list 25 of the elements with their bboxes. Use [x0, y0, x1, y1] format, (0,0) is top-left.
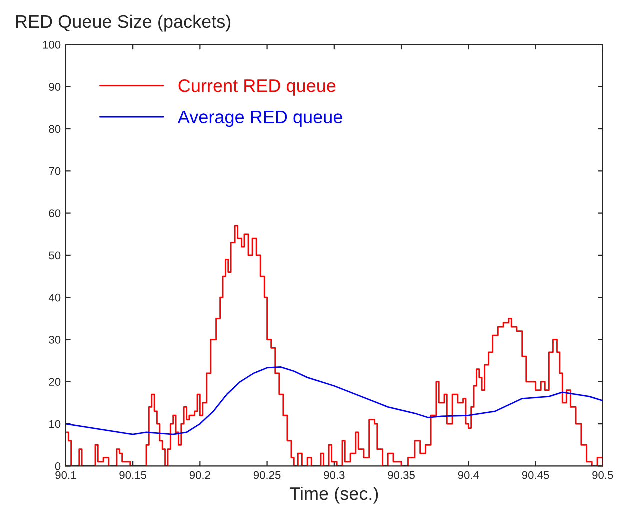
legend-label: Current RED queue: [178, 80, 336, 96]
x-tick-label: 90.35: [388, 471, 415, 480]
y-tick-label: 90: [49, 83, 61, 91]
x-tick-label: 90.25: [254, 471, 281, 480]
x-tick-label: 90.3: [324, 471, 345, 480]
y-tick-label: 70: [49, 167, 61, 176]
y-tick-label: 20: [49, 378, 61, 386]
x-tick-label: 90.1: [56, 471, 76, 480]
y-tick-label: 100: [43, 40, 61, 49]
y-tick-label: 60: [49, 210, 61, 218]
y-tick-label: 10: [50, 420, 61, 428]
x-tick-label: 90.15: [120, 471, 146, 480]
line-series: [66, 366, 603, 436]
y-tick-label: 30: [49, 336, 61, 344]
legend-label: Average RED queue: [178, 110, 342, 128]
chart-title: RED Queue Size (packets): [16, 14, 231, 32]
y-tick-label: 0: [55, 462, 61, 470]
x-tick-label: 90.2: [190, 471, 210, 480]
x-tick-label: 90.5: [592, 471, 614, 480]
y-tick-label: 50: [49, 252, 61, 260]
y-tick-label: 80: [49, 125, 61, 134]
x-tick-label: 90.4: [458, 471, 480, 480]
x-tick-label: 90.45: [522, 471, 550, 480]
y-tick-label: 40: [48, 294, 61, 302]
x-axis-title: Time (sec.): [290, 486, 378, 504]
